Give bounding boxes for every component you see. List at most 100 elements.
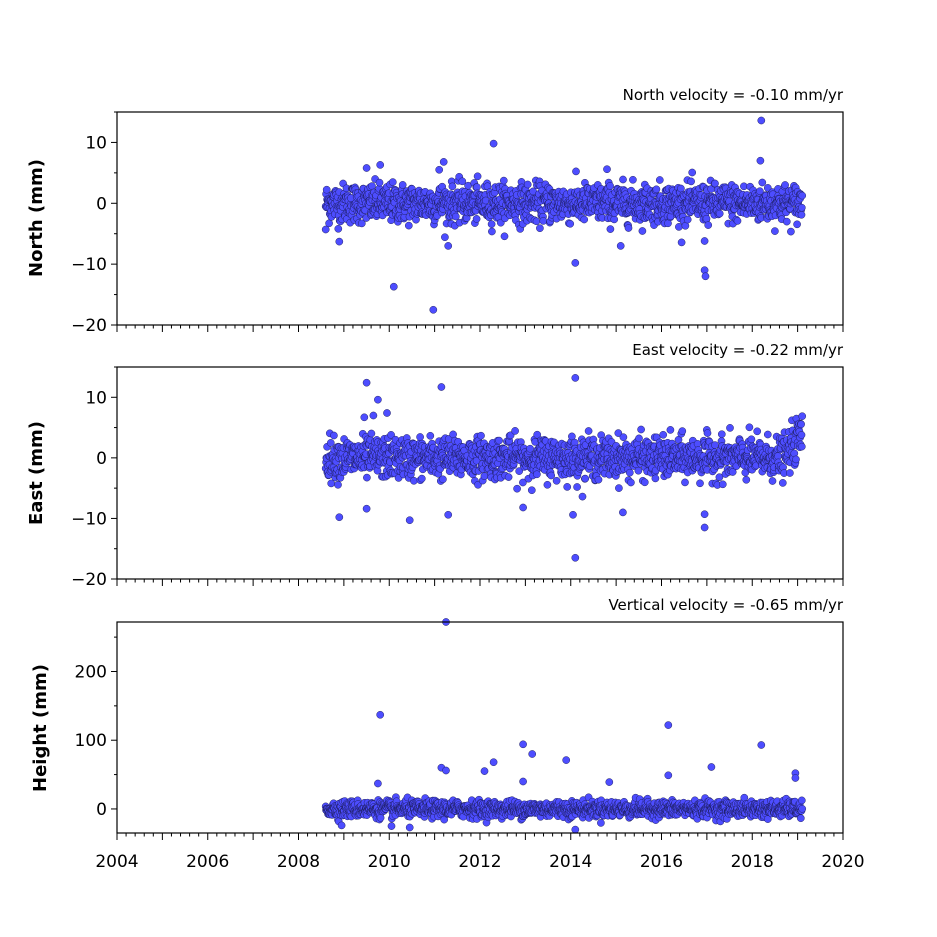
data-point	[696, 479, 704, 488]
x-tick-label: 2006	[186, 852, 229, 872]
y-tick-label: 0	[96, 449, 107, 469]
data-point	[681, 478, 689, 487]
data-point	[688, 168, 697, 177]
data-point	[597, 819, 605, 827]
east-points	[321, 374, 807, 562]
data-point	[387, 431, 395, 439]
data-point	[666, 426, 675, 434]
data-point	[441, 233, 449, 242]
data-point	[797, 203, 806, 212]
data-point	[728, 468, 737, 476]
data-point	[702, 214, 711, 223]
outlier-point	[387, 822, 396, 830]
data-point	[532, 217, 541, 226]
data-point	[797, 431, 806, 439]
outlier-point	[707, 763, 716, 771]
data-point	[367, 429, 376, 438]
data-point	[778, 479, 787, 487]
data-point	[798, 191, 807, 200]
data-point	[523, 180, 532, 189]
data-point	[488, 227, 496, 236]
data-point	[629, 175, 637, 184]
data-point	[796, 814, 805, 823]
data-point	[640, 478, 649, 487]
data-point	[638, 227, 647, 235]
outlier-point	[519, 740, 527, 749]
outlier-point	[571, 259, 580, 267]
data-point	[473, 172, 482, 181]
data-point	[678, 427, 687, 435]
outlier-point	[571, 374, 580, 382]
outlier-point	[442, 766, 450, 775]
y-tick-label: 10	[85, 388, 107, 408]
data-point	[798, 412, 807, 421]
outlier-point	[489, 758, 498, 767]
outlier-point	[756, 156, 765, 165]
data-point	[566, 219, 575, 228]
data-point	[619, 433, 628, 442]
data-point	[472, 215, 481, 223]
data-point	[458, 177, 467, 186]
outlier-point	[362, 378, 371, 387]
east-panel: East velocity = -0.22 mm/yr East (mm) −2…	[26, 341, 844, 590]
outlier-point	[757, 741, 766, 749]
x-tick-label: 2004	[95, 852, 138, 872]
outlier-point	[562, 756, 571, 764]
data-point	[580, 215, 589, 224]
data-point	[439, 475, 447, 484]
outlier-point	[619, 508, 627, 517]
data-point	[417, 474, 426, 483]
outlier-point	[700, 510, 709, 519]
outlier-point	[757, 116, 766, 125]
outlier-point	[374, 779, 382, 788]
data-point	[375, 178, 384, 187]
outlier-point	[444, 242, 453, 250]
y-tick-label: 0	[96, 800, 107, 820]
outlier-point	[362, 504, 371, 513]
outlier-point	[335, 237, 344, 246]
data-point	[637, 425, 645, 434]
data-point	[572, 167, 580, 176]
data-point	[651, 474, 660, 483]
height-ylabel: Height (mm)	[30, 664, 51, 792]
x-tick-label: 2020	[821, 852, 864, 872]
height-panel: Vertical velocity = -0.65 mm/yr Height (…	[30, 596, 865, 872]
y-tick-label: −10	[71, 255, 107, 275]
x-tick-label: 2018	[731, 852, 774, 872]
data-point	[634, 466, 643, 475]
data-point	[747, 435, 756, 444]
north-panel: North velocity = -0.10 mm/yr North (mm) …	[26, 86, 844, 336]
x-tick-label: 2016	[640, 852, 683, 872]
data-point	[763, 430, 772, 439]
north-points	[321, 116, 807, 314]
y-tick-label: −10	[71, 509, 107, 529]
outlier-point	[369, 411, 378, 420]
outlier-point	[360, 413, 369, 422]
outlier-point	[374, 395, 382, 404]
data-point	[782, 217, 791, 226]
data-point	[624, 224, 633, 232]
data-point	[797, 420, 805, 429]
outlier-point	[362, 164, 371, 172]
data-point	[426, 431, 435, 440]
data-point	[504, 473, 513, 481]
data-point	[416, 433, 424, 441]
outlier-point	[791, 774, 800, 782]
data-point	[322, 185, 331, 194]
data-point	[519, 478, 527, 487]
data-point	[451, 212, 460, 221]
outlier-point	[571, 553, 580, 562]
outlier-point	[480, 767, 489, 775]
data-point	[793, 220, 801, 229]
data-point	[584, 427, 593, 435]
outlier-point	[321, 225, 330, 234]
outlier-point	[571, 825, 580, 833]
outlier-point	[389, 282, 398, 291]
data-point	[594, 475, 603, 484]
outlier-point	[664, 771, 673, 780]
data-point	[652, 185, 661, 194]
data-point	[500, 232, 509, 241]
data-point	[797, 796, 806, 805]
data-point	[683, 215, 692, 224]
